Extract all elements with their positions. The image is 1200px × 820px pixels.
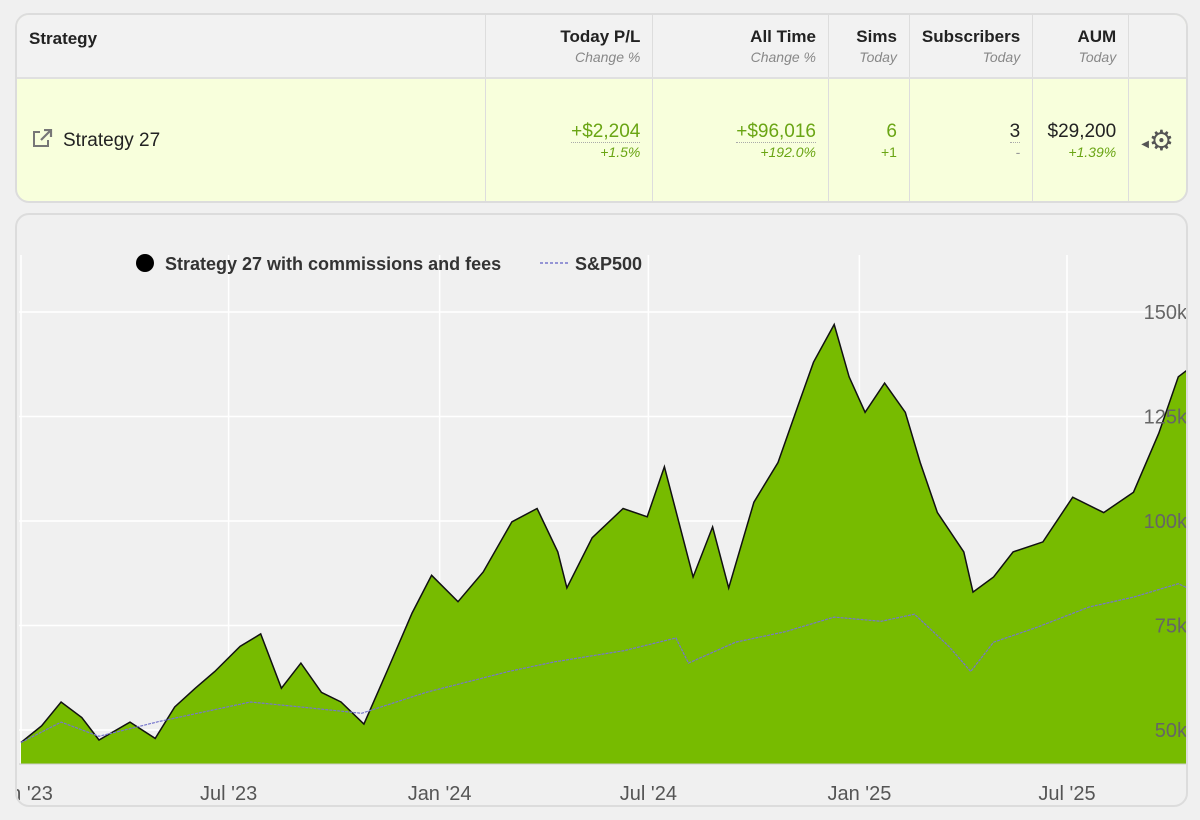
sims-value: 6	[886, 120, 897, 142]
today-pl-pct: +1.5%	[600, 143, 641, 160]
x-tick-label: Jan '23	[17, 783, 53, 805]
y-tick-label: 50k	[1155, 720, 1188, 742]
sims-change: +1	[880, 143, 897, 160]
col-label: Today P/L	[560, 27, 641, 46]
x-tick-label: Jul '25	[1038, 783, 1095, 805]
strategy-name-link[interactable]: Strategy 27	[63, 129, 161, 151]
y-tick-label: 100k	[1144, 511, 1188, 533]
y-tick-label: 125k	[1144, 407, 1188, 429]
subscribers-cell: 3-	[909, 78, 1034, 201]
table-header-row: Strategy Today P/L Change % All Time Chang…	[17, 15, 1186, 79]
col-strategy[interactable]: Strategy	[17, 15, 486, 79]
x-tick-label: Jul '24	[620, 783, 677, 805]
col-aum[interactable]: AUM Today	[1032, 15, 1130, 79]
y-tick-label: 75k	[1155, 616, 1188, 638]
y-tick-label: 150k	[1144, 302, 1188, 324]
col-sublabel: Change %	[574, 49, 641, 65]
x-tick-label: Jan '25	[827, 783, 891, 805]
external-link-icon[interactable]	[31, 128, 53, 149]
col-label: AUM	[1077, 27, 1117, 46]
all-time-cell: +$96,016 +192.0%	[652, 78, 829, 201]
legend-item-sp500[interactable]: S&P500	[575, 254, 642, 274]
gear-icon[interactable]: ⚙	[1148, 124, 1174, 156]
col-label: Subscribers	[921, 27, 1021, 46]
sims-cell: 6 +1	[828, 78, 910, 201]
col-label: All Time	[750, 27, 816, 46]
strategy-cell: Strategy 27	[17, 78, 486, 201]
col-sublabel: Today	[982, 49, 1021, 65]
col-actions	[1128, 15, 1186, 79]
col-today-pl[interactable]: Today P/L Change %	[485, 15, 654, 79]
col-label: Strategy	[29, 29, 98, 48]
col-all-time[interactable]: All Time Change %	[652, 15, 829, 79]
chart-svg: 50k 75k 100k 125k 150k Jan '23 Jul '23 Jan '24 J…	[17, 254, 1188, 805]
subscribers-value: 3	[1009, 120, 1021, 143]
today-pl-value: +$2,204	[571, 120, 641, 143]
table-row: Strategy 27 +$2,204 +1.5% +$96,016 +192.0%…	[17, 78, 1186, 201]
col-sublabel: Today	[859, 49, 897, 65]
col-sims[interactable]: Sims Today	[828, 15, 910, 79]
strategy-table: Strategy Today P/L Change % All Time Chang…	[15, 13, 1188, 203]
aum-change: +1.39%	[1068, 143, 1117, 160]
col-label: Sims	[856, 27, 897, 46]
all-time-pct: +192.0%	[760, 143, 816, 160]
all-time-value: +$96,016	[736, 120, 816, 143]
aum-cell: $29,200 +1.39%	[1032, 78, 1130, 201]
strategy-area	[21, 324, 1186, 764]
actions-cell: ◀⚙	[1129, 78, 1186, 201]
today-pl-cell: +$2,204 +1.5%	[485, 78, 654, 201]
legend-item-strategy[interactable]: Strategy 27 with commissions and fees	[165, 254, 501, 274]
legend-marker-strategy	[136, 254, 154, 272]
aum-value: $29,200	[1047, 120, 1117, 142]
performance-chart: 50k 75k 100k 125k 150k Jan '23 Jul '23 Jan '24 J…	[15, 213, 1188, 807]
x-tick-label: Jul '23	[200, 783, 257, 805]
col-sublabel: Today	[1078, 49, 1117, 65]
col-subscribers[interactable]: Subscribers Today	[909, 15, 1034, 79]
subscribers-change: -	[1015, 143, 1021, 160]
strategy-line	[20, 322, 1186, 744]
caret-left-icon[interactable]: ◀	[1141, 138, 1149, 150]
sp500-line	[20, 583, 1186, 744]
x-tick-label: Jan '24	[408, 783, 472, 805]
col-sublabel: Change %	[750, 49, 816, 65]
